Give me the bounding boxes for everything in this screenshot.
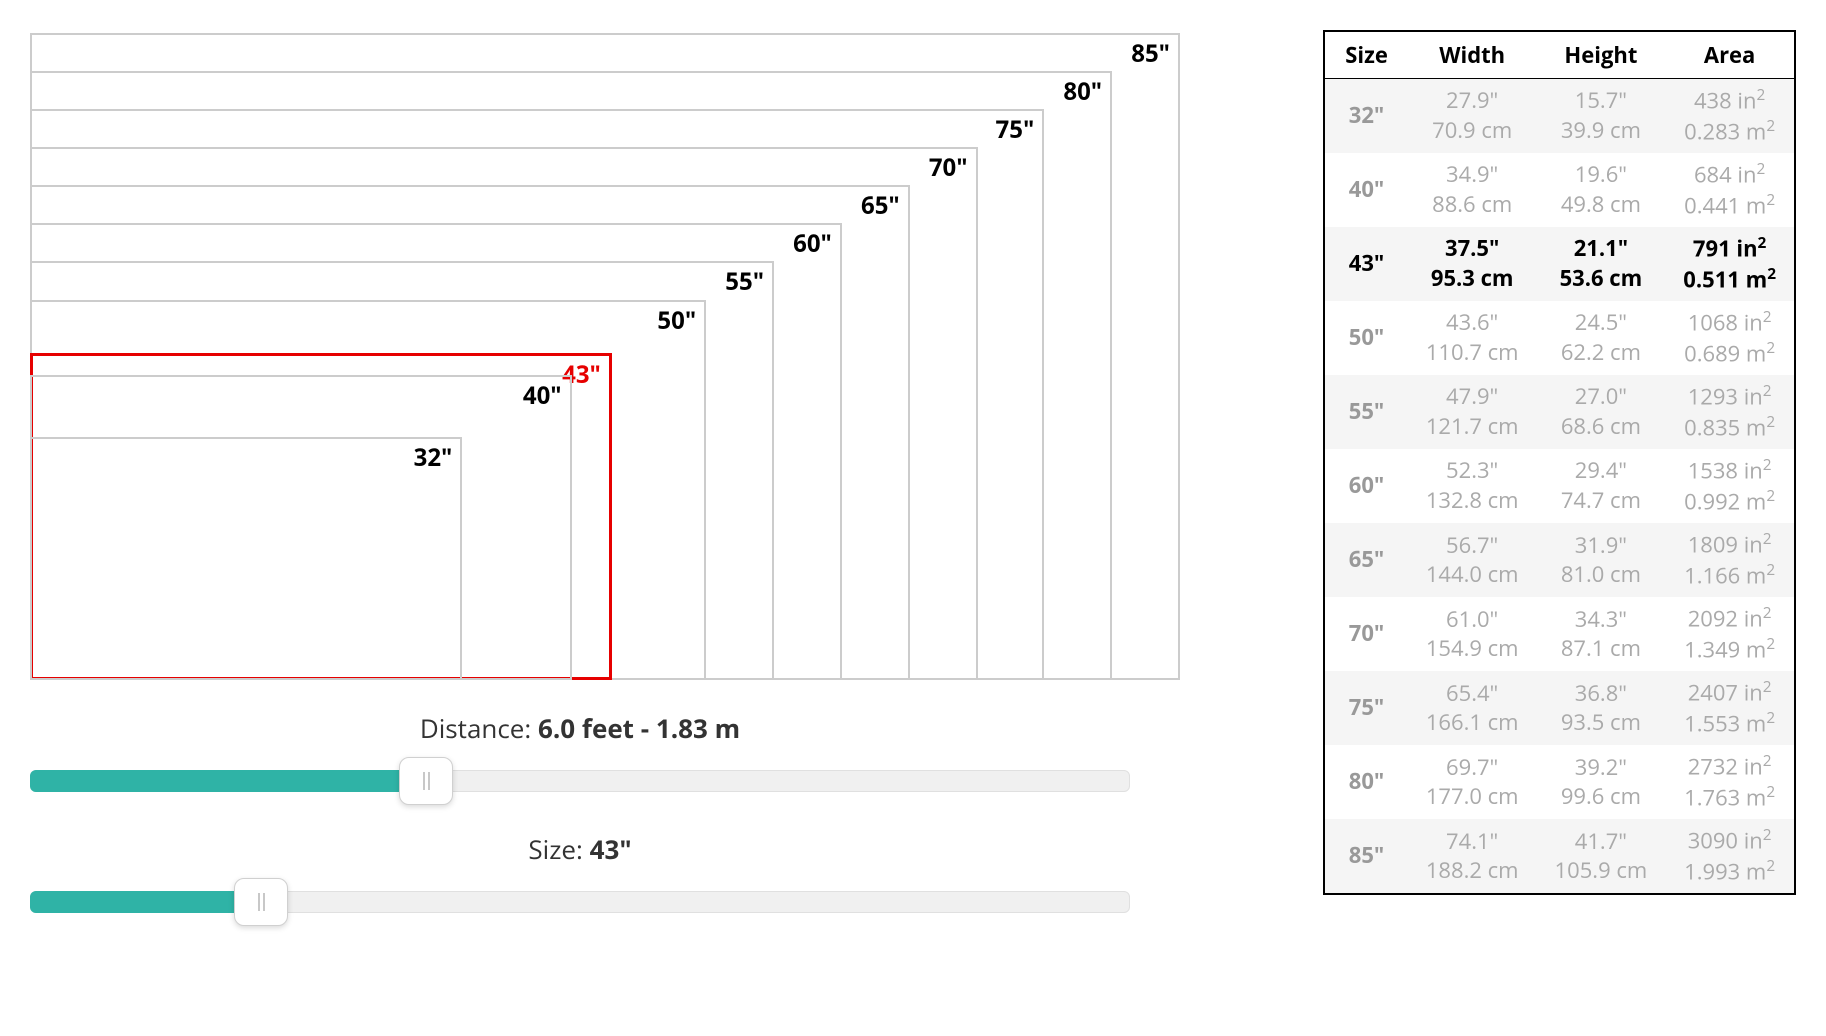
table-header-row: Size Width Height Area xyxy=(1324,31,1795,79)
cell-area: 684 in20.441 m2 xyxy=(1665,153,1795,227)
table-row[interactable]: 40"34.9"88.6 cm19.6"49.8 cm684 in20.441 … xyxy=(1324,153,1795,227)
cell-area: 2092 in21.349 m2 xyxy=(1665,597,1795,671)
cell-height: 41.7"105.9 cm xyxy=(1537,819,1666,894)
distance-slider-thumb[interactable] xyxy=(399,757,453,805)
table-row[interactable]: 70"61.0"154.9 cm34.3"87.1 cm2092 in21.34… xyxy=(1324,597,1795,671)
distance-slider-fill xyxy=(30,770,426,792)
size-label-prefix: Size: xyxy=(528,831,589,867)
tv-rect-label: 85" xyxy=(1131,37,1170,70)
cell-width: 56.7"144.0 cm xyxy=(1408,523,1537,597)
size-slider[interactable] xyxy=(30,882,1130,922)
cell-height: 31.9"81.0 cm xyxy=(1537,523,1666,597)
cell-size: 50" xyxy=(1324,301,1408,375)
tv-rect-label: 75" xyxy=(996,113,1035,146)
table-row[interactable]: 60"52.3"132.8 cm29.4"74.7 cm1538 in20.99… xyxy=(1324,449,1795,523)
table-row[interactable]: 80"69.7"177.0 cm39.2"99.6 cm2732 in21.76… xyxy=(1324,745,1795,819)
cell-height: 36.8"93.5 cm xyxy=(1537,671,1666,745)
size-table: Size Width Height Area 32"27.9"70.9 cm15… xyxy=(1323,30,1796,895)
table-row[interactable]: 50"43.6"110.7 cm24.5"62.2 cm1068 in20.68… xyxy=(1324,301,1795,375)
table-row[interactable]: 75"65.4"166.1 cm36.8"93.5 cm2407 in21.55… xyxy=(1324,671,1795,745)
table-row[interactable]: 43"37.5"95.3 cm21.1"53.6 cm791 in20.511 … xyxy=(1324,227,1795,301)
cell-size: 55" xyxy=(1324,375,1408,449)
cell-size: 32" xyxy=(1324,79,1408,154)
cell-height: 19.6"49.8 cm xyxy=(1537,153,1666,227)
cell-width: 27.9"70.9 cm xyxy=(1408,79,1537,154)
cell-area: 1068 in20.689 m2 xyxy=(1665,301,1795,375)
cell-width: 69.7"177.0 cm xyxy=(1408,745,1537,819)
cell-height: 34.3"87.1 cm xyxy=(1537,597,1666,671)
table-row[interactable]: 85"74.1"188.2 cm41.7"105.9 cm3090 in21.9… xyxy=(1324,819,1795,894)
cell-area: 1538 in20.992 m2 xyxy=(1665,449,1795,523)
cell-size: 60" xyxy=(1324,449,1408,523)
tv-size-diagram: 85"80"75"70"65"60"55"50"43"40"32" xyxy=(30,30,1180,680)
cell-height: 15.7"39.9 cm xyxy=(1537,79,1666,154)
grip-icon xyxy=(428,772,430,790)
size-slider-thumb[interactable] xyxy=(234,878,288,926)
cell-width: 34.9"88.6 cm xyxy=(1408,153,1537,227)
left-panel: 85" 80" 75" 70" 65" 60" 55" 50" 43" 40" 32" Distan… xyxy=(30,30,1283,952)
cell-area: 438 in20.283 m2 xyxy=(1665,79,1795,154)
grip-icon xyxy=(423,772,425,790)
cell-area: 1293 in20.835 m2 xyxy=(1665,375,1795,449)
table-row[interactable]: 32"27.9"70.9 cm15.7"39.9 cm438 in20.283 … xyxy=(1324,79,1795,154)
distance-slider[interactable] xyxy=(30,761,1130,801)
cell-size: 85" xyxy=(1324,819,1408,894)
cell-area: 2732 in21.763 m2 xyxy=(1665,745,1795,819)
main-container: 85"80"75"70"65"60"55"50"43"40"32" Distan… xyxy=(30,30,1796,952)
size-slider-fill xyxy=(30,891,261,913)
distance-label-prefix: Distance: xyxy=(420,710,538,746)
grip-icon xyxy=(258,893,260,911)
table-row[interactable]: 55"47.9"121.7 cm27.0"68.6 cm1293 in20.83… xyxy=(1324,375,1795,449)
cell-size: 75" xyxy=(1324,671,1408,745)
cell-width: 74.1"188.2 cm xyxy=(1408,819,1537,894)
distance-label: Distance: 6.0 feet - 1.83 m xyxy=(30,710,1130,746)
cell-area: 3090 in21.993 m2 xyxy=(1665,819,1795,894)
col-size: Size xyxy=(1324,31,1408,79)
tv-rect-label: 32" xyxy=(414,441,453,474)
cell-width: 61.0"154.9 cm xyxy=(1408,597,1537,671)
tv-rect-label: 60" xyxy=(793,227,832,260)
tv-rect-label: 70" xyxy=(929,151,968,184)
cell-height: 24.5"62.2 cm xyxy=(1537,301,1666,375)
controls: Distance: 6.0 feet - 1.83 m Size: 43" xyxy=(30,710,1130,922)
right-panel: Size Width Height Area 32"27.9"70.9 cm15… xyxy=(1323,30,1796,895)
size-control: Size: 43" xyxy=(30,831,1130,922)
cell-width: 37.5"95.3 cm xyxy=(1408,227,1537,301)
tv-rect[interactable]: 32" xyxy=(30,437,462,680)
cell-width: 65.4"166.1 cm xyxy=(1408,671,1537,745)
cell-width: 43.6"110.7 cm xyxy=(1408,301,1537,375)
cell-width: 52.3"132.8 cm xyxy=(1408,449,1537,523)
cell-size: 70" xyxy=(1324,597,1408,671)
cell-area: 1809 in21.166 m2 xyxy=(1665,523,1795,597)
cell-area: 2407 in21.553 m2 xyxy=(1665,671,1795,745)
col-height: Height xyxy=(1537,31,1666,79)
size-label: Size: 43" xyxy=(30,831,1130,867)
cell-height: 29.4"74.7 cm xyxy=(1537,449,1666,523)
cell-height: 27.0"68.6 cm xyxy=(1537,375,1666,449)
cell-height: 39.2"99.6 cm xyxy=(1537,745,1666,819)
tv-rect-label: 65" xyxy=(861,189,900,222)
distance-control: Distance: 6.0 feet - 1.83 m xyxy=(30,710,1130,801)
table-row[interactable]: 65"56.7"144.0 cm31.9"81.0 cm1809 in21.16… xyxy=(1324,523,1795,597)
tv-rect-label: 40" xyxy=(523,379,562,412)
col-width: Width xyxy=(1408,31,1537,79)
tv-rect-label: 50" xyxy=(657,304,696,337)
cell-size: 40" xyxy=(1324,153,1408,227)
size-label-value: 43" xyxy=(590,831,632,867)
cell-size: 65" xyxy=(1324,523,1408,597)
grip-icon xyxy=(263,893,265,911)
tv-rect-label: 80" xyxy=(1063,75,1102,108)
cell-height: 21.1"53.6 cm xyxy=(1537,227,1666,301)
cell-width: 47.9"121.7 cm xyxy=(1408,375,1537,449)
tv-rect-label: 55" xyxy=(725,265,764,298)
cell-area: 791 in20.511 m2 xyxy=(1665,227,1795,301)
cell-size: 43" xyxy=(1324,227,1408,301)
distance-label-value: 6.0 feet - 1.83 m xyxy=(538,710,740,746)
col-area: Area xyxy=(1665,31,1795,79)
cell-size: 80" xyxy=(1324,745,1408,819)
